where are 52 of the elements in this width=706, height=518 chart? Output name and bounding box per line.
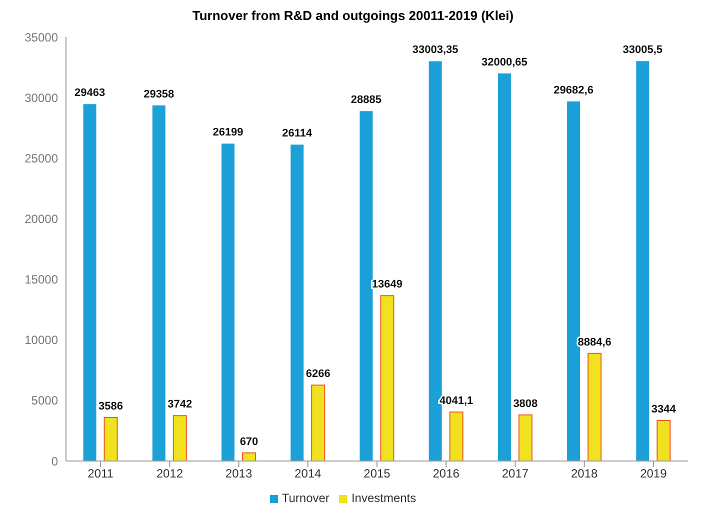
bar: [656, 420, 671, 461]
y-tick-label: 15000: [24, 272, 58, 287]
x-tick-label: 2016: [432, 466, 460, 481]
bar: [83, 104, 96, 461]
x-tick-label: 2018: [570, 466, 598, 481]
data-label: 3344: [651, 403, 677, 416]
y-tick-label: 0: [51, 454, 58, 468]
y-tick-label: 30000: [24, 90, 58, 105]
bar: [588, 352, 602, 461]
bar: [104, 417, 118, 461]
data-label: 28885: [350, 94, 382, 106]
bar: [242, 452, 256, 461]
x-tick-label: 2011: [88, 466, 114, 481]
data-label: 3586: [98, 400, 124, 413]
x-tick-label: 2012: [156, 466, 184, 481]
data-label: 26199: [212, 126, 244, 139]
x-tick-label: 2015: [364, 466, 391, 481]
data-label: 32000,65: [482, 56, 528, 68]
bar: [449, 412, 464, 461]
data-label: 29358: [144, 88, 174, 100]
bar: [518, 414, 532, 461]
data-label: 33005,5: [622, 44, 663, 56]
data-label: 29682,6: [554, 84, 594, 96]
y-tick-label: 5000: [31, 394, 58, 408]
bar: [311, 384, 326, 461]
x-tick-label: 2019: [640, 466, 668, 481]
bar: [360, 111, 373, 461]
y-tick-label: 35000: [24, 30, 58, 44]
x-tick-label: 2017: [502, 466, 529, 481]
data-label: 6266: [306, 368, 330, 380]
y-tick-label: 20000: [24, 212, 58, 226]
bar: [222, 144, 234, 461]
bar: [172, 415, 187, 461]
data-label: 13649: [372, 278, 403, 291]
x-tick-label: 2013: [225, 466, 252, 481]
bar: [498, 73, 511, 461]
data-label: 26114: [282, 128, 313, 140]
data-label: 3742: [168, 398, 192, 411]
data-label: 33003,35: [412, 44, 458, 56]
bar: [636, 61, 650, 461]
bar: [290, 144, 304, 461]
legend-label: Turnover: [282, 491, 330, 505]
bar: [152, 105, 166, 461]
data-label: 29463: [74, 87, 106, 100]
y-tick-label: 10000: [24, 333, 58, 348]
data-label: 3808: [513, 398, 538, 410]
bar: [380, 295, 394, 461]
y-tick-label: 25000: [24, 151, 58, 166]
legend-label: Investments: [351, 491, 416, 505]
data-label: 670: [240, 436, 258, 448]
chart-title: Turnover from R&D and outgoings 20011-2019 (Klei): [191, 8, 515, 23]
x-tick-label: 2014: [294, 466, 322, 481]
